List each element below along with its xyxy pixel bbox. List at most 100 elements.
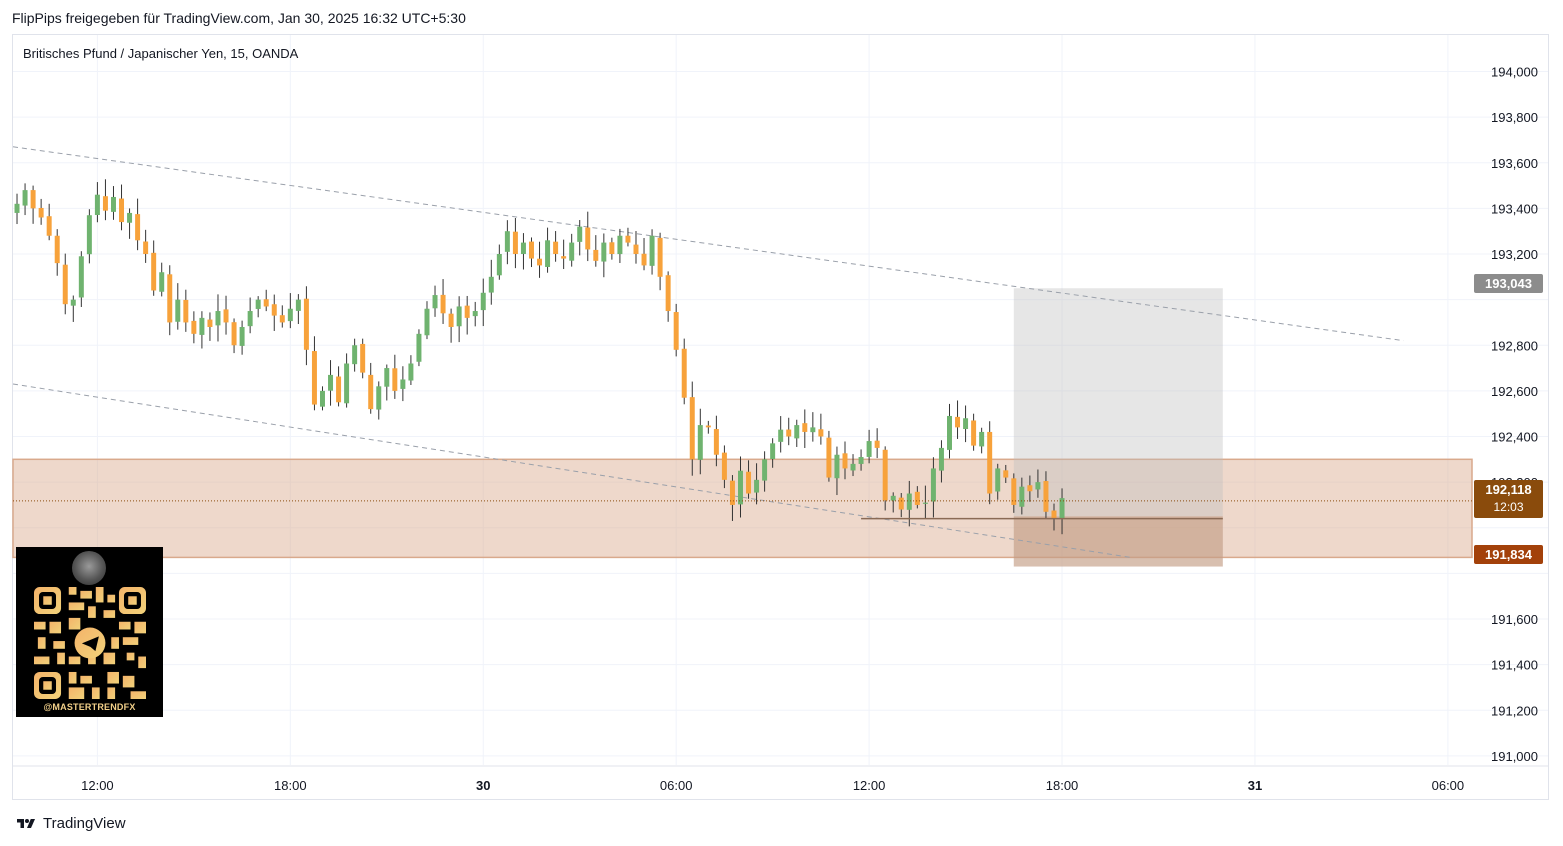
candle-body	[810, 427, 816, 433]
candle-body	[231, 322, 237, 346]
candle-body	[102, 196, 108, 211]
candle-body	[368, 374, 374, 410]
share-header: FlipPips freigegeben für TradingView.com…	[12, 10, 466, 26]
candle-body	[54, 235, 60, 264]
candle-body	[1003, 470, 1009, 478]
candle-body	[400, 379, 406, 389]
candle-body	[858, 457, 864, 464]
candle-body	[1019, 486, 1025, 507]
candle-body	[94, 194, 100, 215]
candle-body	[914, 491, 920, 505]
bar-countdown-label: 12:03	[1493, 500, 1524, 514]
price-axis-label: 191,000	[1491, 749, 1538, 764]
candle-body	[328, 374, 334, 391]
candle-body	[279, 315, 285, 323]
price-axis-label: 193,400	[1491, 201, 1538, 216]
candle-body	[1027, 485, 1033, 492]
candle-body	[842, 453, 848, 469]
target-price-badge: 193,043	[1474, 274, 1543, 293]
candle-body	[215, 311, 221, 326]
candle-body	[609, 242, 615, 254]
price-axis-label: 194,000	[1491, 65, 1538, 80]
symbol-title[interactable]: Britisches Pfund / Japanischer Yen, 15, …	[23, 46, 299, 61]
candle-body	[906, 493, 912, 510]
candle-body	[673, 312, 679, 350]
candle-body	[537, 258, 543, 266]
candle-body	[440, 294, 446, 314]
candle-body	[874, 440, 880, 448]
candle-body	[987, 431, 993, 494]
candle-body	[561, 256, 567, 259]
candle-body	[569, 242, 575, 261]
time-axis-label: 12:00	[81, 778, 114, 793]
candle-body	[601, 242, 607, 262]
candle-body	[593, 249, 599, 261]
candle-body	[898, 497, 904, 510]
time-axis: 12:00 18:00 30 06:00 12:00 18:00 31 06:00	[81, 778, 1464, 793]
watermark-qr-panel: @MASTERTRENDFX	[16, 547, 163, 717]
tradingview-footer[interactable]: TradingView	[14, 815, 126, 832]
candle-body	[754, 479, 760, 493]
candle-body	[110, 196, 116, 212]
candle-body	[319, 390, 325, 407]
candle-body	[456, 306, 462, 327]
candle-body	[504, 231, 510, 252]
candle-body	[14, 203, 20, 213]
candle-body	[416, 333, 422, 362]
chart-frame[interactable]	[12, 34, 1549, 800]
candle-body	[995, 468, 1001, 492]
price-axis-label: 193,200	[1491, 247, 1538, 262]
time-axis-label: 06:00	[660, 778, 693, 793]
candle-body	[247, 311, 253, 327]
candle-body	[352, 345, 358, 365]
candle-body	[78, 256, 84, 298]
current-price-label: 192,118	[1485, 482, 1532, 497]
time-axis-label: 18:00	[274, 778, 307, 793]
candle-body	[971, 420, 977, 446]
candle-body	[392, 368, 398, 391]
candle-body	[432, 295, 438, 309]
candle-body	[1035, 482, 1041, 490]
candle-body	[866, 441, 872, 457]
candle-body	[175, 299, 181, 322]
candle-body	[263, 299, 269, 307]
candle-body	[135, 214, 141, 241]
candle-body	[697, 425, 703, 460]
price-axis-label: 191,400	[1491, 658, 1538, 673]
candle-body	[890, 495, 896, 501]
candle-body	[705, 425, 711, 428]
candle-body	[746, 471, 752, 494]
time-axis-label: 31	[1248, 778, 1262, 793]
candlestick-series	[14, 179, 1065, 535]
candle-body	[834, 454, 840, 479]
chart-levels	[13, 500, 1472, 520]
candle-body	[143, 241, 149, 254]
stop-loss-box	[1013, 516, 1223, 567]
candle-body	[930, 468, 936, 502]
candle-body	[183, 299, 189, 323]
candle-body	[360, 343, 366, 373]
channel-trendline	[12, 146, 1404, 342]
stop-price-badge: 191,834	[1474, 545, 1543, 564]
qr-code-icon	[34, 587, 146, 699]
candle-body	[127, 212, 133, 223]
candle-body	[665, 275, 671, 312]
target-profit-box	[1013, 288, 1223, 567]
price-axis-label: 192,800	[1491, 338, 1538, 353]
candle-body	[70, 299, 76, 306]
candle-body	[119, 198, 125, 223]
candle-body	[1043, 481, 1049, 512]
candle-body	[191, 320, 197, 334]
candle-body	[577, 226, 583, 242]
candle-body	[46, 216, 52, 236]
candle-body	[882, 449, 888, 501]
price-axis-label: 192,600	[1491, 384, 1538, 399]
price-axis-label: 192,400	[1491, 430, 1538, 445]
price-axis-label: 193,600	[1491, 156, 1538, 171]
candle-body	[729, 480, 735, 505]
candle-body	[1059, 498, 1065, 519]
candle-body	[22, 190, 28, 206]
candle-body	[545, 240, 551, 267]
candle-body	[553, 241, 559, 254]
